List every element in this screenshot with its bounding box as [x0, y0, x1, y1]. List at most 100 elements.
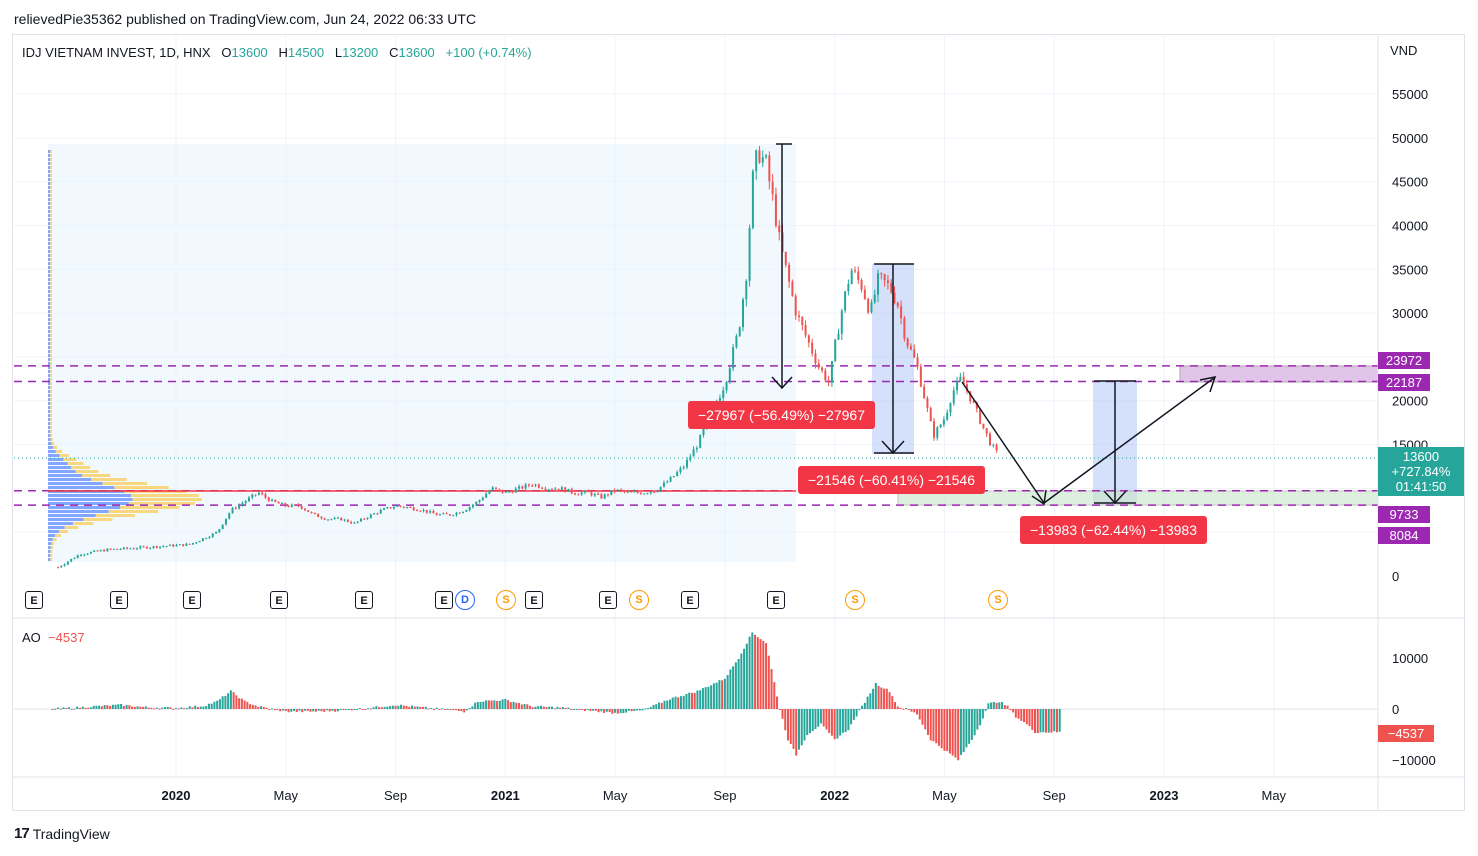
volume-profile-bar: [48, 226, 51, 229]
ao-bar: [800, 709, 803, 746]
volume-profile-bar: [63, 458, 77, 461]
ao-bar: [216, 700, 219, 709]
ao-bar: [254, 705, 257, 709]
earnings-event-icon[interactable]: E: [270, 591, 288, 609]
candle-body: [435, 513, 438, 516]
volume-profile-bar: [50, 546, 54, 549]
ao-bar: [847, 709, 850, 731]
ao-bar: [306, 709, 309, 712]
earnings-event-icon[interactable]: E: [767, 591, 785, 609]
ao-label[interactable]: AO: [22, 630, 41, 645]
candle-body: [610, 490, 613, 495]
ao-bar: [218, 699, 221, 709]
ao-bar: [1036, 709, 1039, 734]
ao-bar: [567, 707, 570, 709]
earnings-event-icon[interactable]: E: [355, 591, 373, 609]
ao-bar: [325, 709, 328, 711]
candle-body: [228, 513, 231, 519]
ao-bar: [559, 707, 562, 709]
brand-name[interactable]: TradingView: [32, 825, 110, 842]
split-event-icon[interactable]: S: [988, 590, 1008, 610]
ao-bar: [998, 702, 1001, 709]
candle-body: [606, 494, 609, 496]
candle-body: [448, 514, 451, 516]
candle-body: [294, 504, 297, 506]
volume-profile-bar: [50, 202, 52, 205]
candle-body: [251, 494, 254, 498]
candle-body: [919, 366, 922, 387]
earnings-event-icon[interactable]: E: [525, 591, 543, 609]
ao-bar: [95, 705, 98, 709]
candle-body: [840, 310, 843, 334]
candle-body: [178, 544, 181, 546]
earnings-event-icon[interactable]: E: [183, 591, 201, 609]
tradingview-logo-icon[interactable]: 17: [14, 825, 30, 842]
candle-body: [768, 155, 771, 182]
volume-profile-bar: [48, 414, 51, 417]
volume-profile-bar: [50, 170, 52, 173]
earnings-event-icon[interactable]: E: [25, 591, 43, 609]
candle-body: [271, 499, 274, 502]
split-event-icon[interactable]: S: [629, 590, 649, 610]
ao-bar: [899, 707, 902, 709]
candle-body: [982, 423, 985, 429]
candle-body: [511, 491, 514, 493]
ao-bar: [164, 707, 167, 709]
candle-body: [929, 408, 932, 422]
dividend-event-icon[interactable]: D: [455, 590, 475, 610]
volume-profile-bar: [48, 446, 54, 449]
candle-body: [129, 548, 132, 550]
time-tick-label: May: [603, 788, 628, 803]
ao-bar: [232, 692, 235, 709]
ao-bar: [918, 709, 921, 720]
volume-profile-bar: [50, 390, 52, 393]
earnings-event-icon[interactable]: E: [681, 591, 699, 609]
earnings-event-icon[interactable]: E: [110, 591, 128, 609]
volume-profile-bar: [131, 494, 200, 497]
ao-bar: [712, 683, 715, 709]
candle-body: [162, 546, 165, 548]
candle-body: [145, 546, 148, 549]
measure-arrow-3: [1094, 380, 1136, 505]
time-tick-label: 2022: [820, 788, 849, 803]
candle-body: [639, 492, 642, 495]
candle-body: [155, 546, 158, 548]
candle-body: [969, 391, 972, 402]
candle-body: [257, 492, 260, 495]
candle-body: [320, 517, 323, 519]
ao-bar: [328, 709, 331, 712]
ao-bar: [921, 709, 924, 725]
earnings-event-icon[interactable]: E: [435, 591, 453, 609]
volume-profile-bar: [48, 426, 51, 429]
volume-profile-bar: [48, 242, 51, 245]
volume-profile-bar: [82, 474, 111, 477]
candle-body: [340, 517, 343, 521]
ao-bar: [751, 632, 754, 709]
candle-body: [580, 492, 583, 495]
candle-body: [152, 546, 155, 548]
ao-bar: [273, 709, 276, 710]
ao-bar: [924, 709, 927, 730]
ao-bar: [142, 706, 145, 709]
volume-profile-bar: [48, 458, 64, 461]
ao-bar: [957, 709, 960, 761]
ao-bar: [660, 702, 663, 709]
symbol-name[interactable]: IDJ VIETNAM INVEST, 1D, HNX: [22, 45, 211, 60]
volume-profile-bar: [48, 518, 84, 521]
ao-bar: [644, 708, 647, 710]
volume-profile-bar: [48, 342, 51, 345]
candle-body: [590, 492, 593, 496]
volume-profile-bar: [120, 506, 180, 509]
volume-profile-bar: [50, 158, 52, 161]
candle-body: [475, 501, 478, 505]
volume-profile-bar: [83, 518, 113, 521]
candle-body: [758, 150, 761, 163]
ao-bar: [128, 705, 131, 709]
split-event-icon[interactable]: S: [845, 590, 865, 610]
earnings-event-icon[interactable]: E: [599, 591, 617, 609]
volume-profile-bar: [48, 394, 51, 397]
candle-body: [653, 491, 656, 493]
split-event-icon[interactable]: S: [496, 590, 516, 610]
candle-body: [63, 564, 66, 566]
